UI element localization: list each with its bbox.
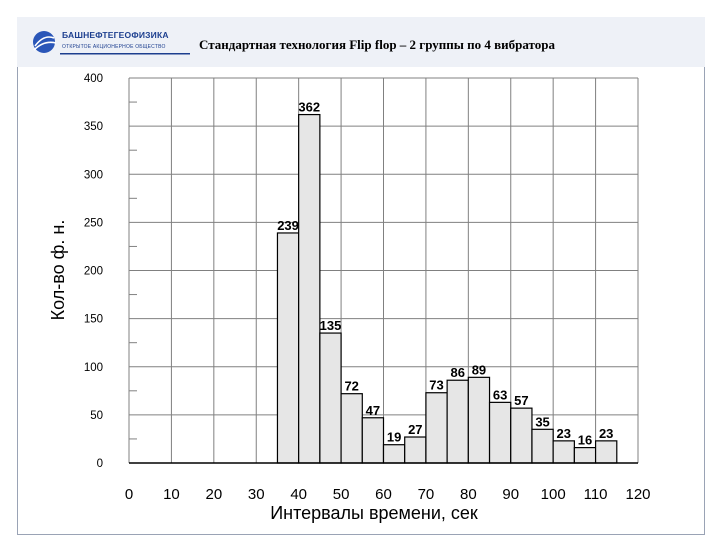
bar-value-label: 362 [298,100,320,115]
bar-value-label: 89 [472,362,486,377]
histogram-bar [510,407,533,464]
histogram-bar [298,113,321,464]
histogram-bar [425,392,448,464]
x-tick-label: 30 [248,486,265,503]
bar-value-labels: 239 362 135 72 47 19 27 73 86 89 63 57 35 23 16 23 [277,100,613,448]
y-tick-label: 350 [84,121,103,133]
histogram-bar [382,444,406,464]
bar-value-label: 239 [277,218,299,233]
y-tick-label: 50 [90,410,103,422]
logo-name: БАШНЕФТЕГЕОФИЗИКА [62,30,169,40]
histogram-bar [319,332,342,464]
bar-value-label: 19 [387,430,401,445]
y-tick-label: 150 [84,314,103,326]
x-tick-label: 40 [290,486,307,503]
y-tick-label: 400 [84,73,103,85]
x-axis-title: Интервалы времени, сек [270,503,478,523]
y-tick-label: 300 [84,169,103,181]
x-tick-label: 100 [541,486,566,503]
bar-value-label: 57 [514,393,528,408]
x-tick-label: 50 [333,486,350,503]
y-tick-label: 100 [84,362,103,374]
histogram-bar [573,447,597,464]
bar-value-label: 35 [535,414,549,429]
x-tick-label: 20 [205,486,222,503]
x-tick-label: 120 [625,486,650,503]
bar-value-label: 23 [557,426,571,441]
bars [276,113,618,464]
x-tick-label: 90 [502,486,519,503]
x-tick-label: 60 [375,486,392,503]
x-tick-label: 0 [125,486,133,503]
histogram-bar [276,232,300,464]
bar-value-label: 63 [493,387,507,402]
histogram-bar [467,376,491,464]
x-tick-label: 70 [418,486,435,503]
logo-subtitle: ОТКРЫТОЕ АКЦИОНЕРНОЕ ОБЩЕСТВО [62,44,166,50]
company-logo [33,31,190,55]
histogram-bar [531,428,554,464]
y-axis-title: Кол-во ф. н. [48,220,68,321]
histogram-bar [594,440,618,464]
grid [128,77,639,464]
bar-value-label: 86 [450,365,464,380]
histogram-bar [488,401,512,464]
histogram-bar [340,393,363,464]
x-tick-label: 80 [460,486,477,503]
x-tick-label: 110 [584,486,608,503]
y-tick-label: 200 [84,266,103,278]
bar-value-label: 27 [408,422,422,437]
histogram-bar [446,379,469,464]
histogram-bar [552,440,575,464]
axes: 0 50 100 150 200 250 300 350 400 0 10 20 30 40 50 60 70 8… [84,73,651,503]
x-tick-label: 10 [163,486,180,503]
header-band [17,17,705,67]
bar-value-label: 73 [429,378,443,393]
histogram-bar [361,417,385,464]
bar-value-label: 135 [320,318,342,333]
y-tick-label: 0 [97,458,103,470]
y-tick-label: 250 [84,217,103,229]
histogram-bar [404,436,427,464]
bar-value-label: 72 [344,379,358,394]
bar-value-label: 23 [599,426,613,441]
bar-value-label: 47 [366,403,380,418]
bar-value-label: 16 [578,433,592,448]
page-title: Стандартная технология Flip flop – 2 гру… [199,37,555,52]
